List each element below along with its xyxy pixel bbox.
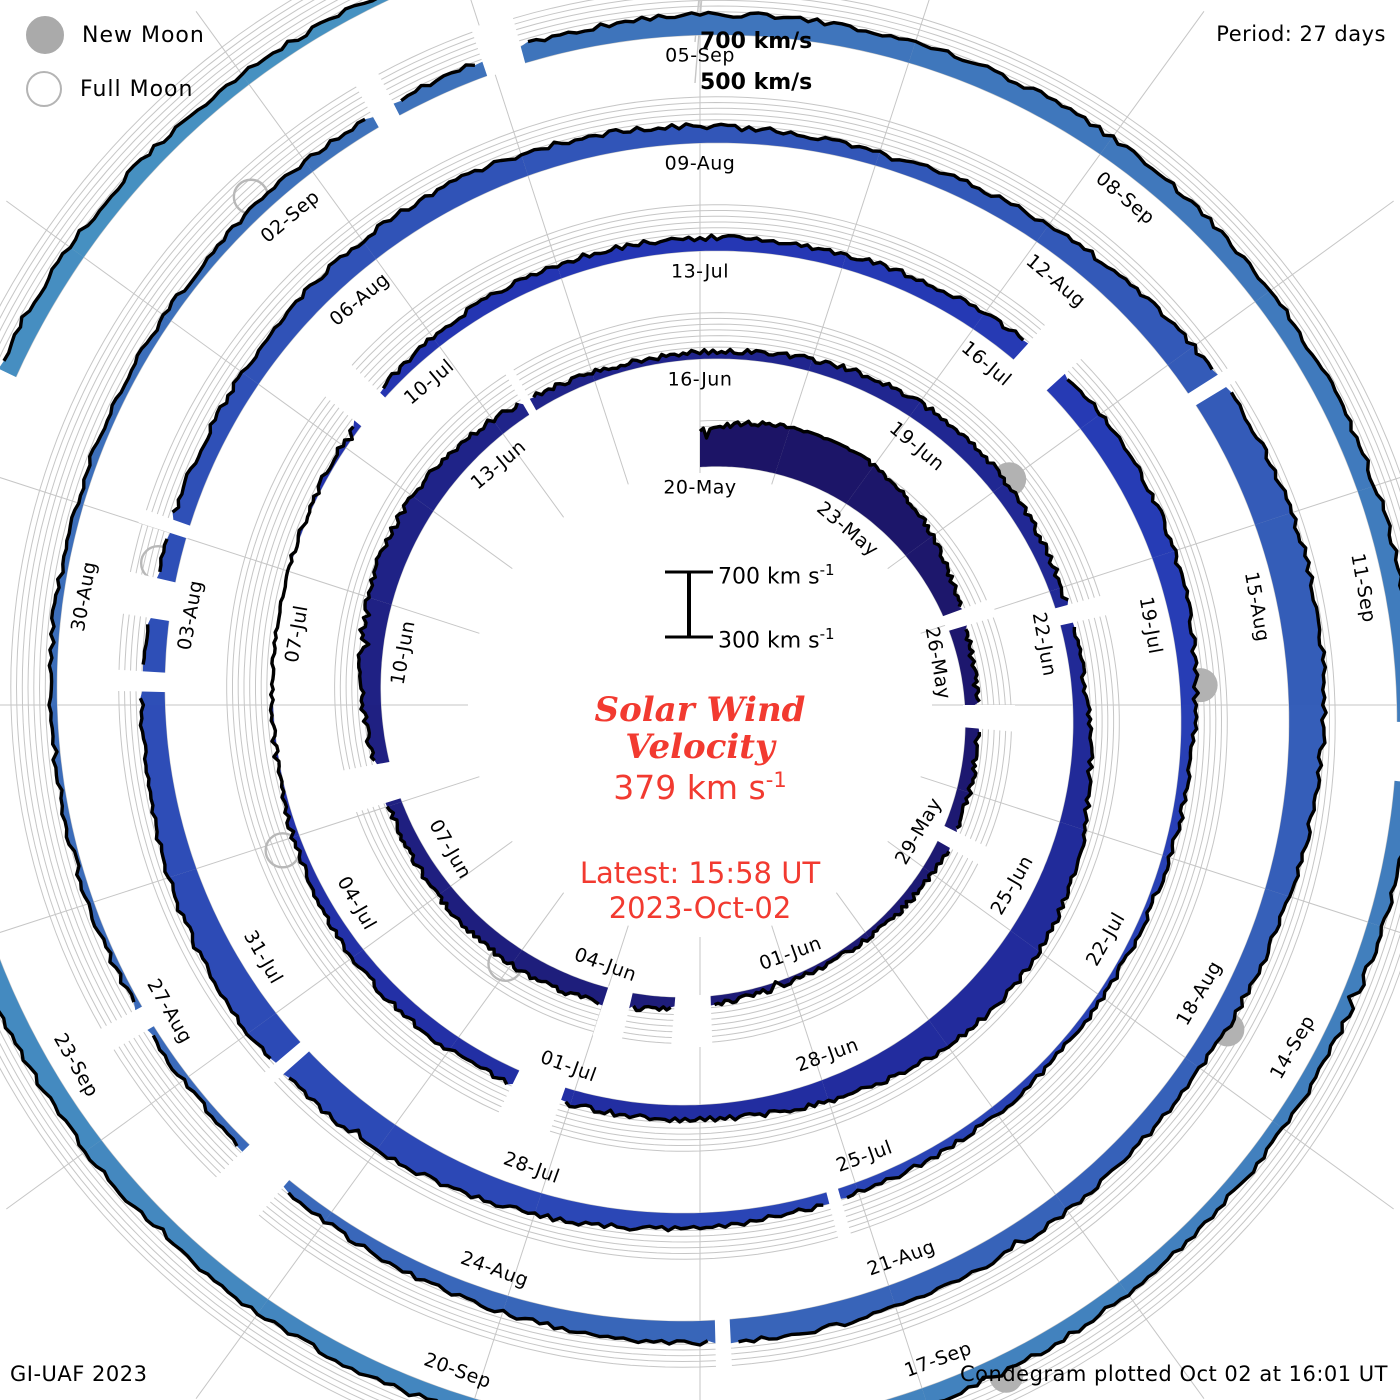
scalebar-high-unit: km s bbox=[767, 564, 820, 590]
axis-label-500: 500 km/s bbox=[700, 70, 813, 95]
ring-date-label: 30-Aug bbox=[67, 560, 101, 633]
latest-date: 2023-Oct-02 bbox=[608, 891, 792, 926]
ring-date-label: 26-May bbox=[921, 625, 955, 701]
ring-date-label: 16-Jun bbox=[668, 369, 733, 391]
legend-item-new-moon: New Moon bbox=[26, 8, 366, 62]
scalebar-label-low: 300 km s-1 bbox=[718, 625, 835, 653]
title-line-1: Solar Wind bbox=[594, 690, 806, 730]
legend-item-full-moon: Full Moon bbox=[26, 62, 366, 116]
ring-date-label: 22-Jun bbox=[1028, 611, 1061, 679]
scalebar-high-exp: -1 bbox=[819, 561, 835, 579]
axis-label-700: 700 km/s bbox=[700, 29, 813, 54]
title-line-2: Velocity bbox=[625, 726, 775, 767]
legend-label-new-moon: New Moon bbox=[82, 22, 205, 48]
scalebar-low-value: 300 bbox=[718, 628, 760, 654]
ring-date-label: 07-Jul bbox=[281, 603, 313, 664]
scalebar-label-high: 700 km s-1 bbox=[718, 561, 835, 589]
ring-date-label: 10-Jun bbox=[387, 619, 420, 687]
current-velocity-exp: -1 bbox=[765, 768, 787, 792]
ring-date-label: 19-Jul bbox=[1135, 595, 1167, 656]
ring-date-label: 20-May bbox=[663, 477, 736, 499]
plotted-timestamp: Condegram plotted Oct 02 at 16:01 UT bbox=[960, 1362, 1388, 1386]
scale-bar bbox=[665, 570, 713, 639]
ring-date-label: 15-Aug bbox=[1240, 570, 1274, 643]
new-moon-icon bbox=[26, 16, 64, 54]
legend-label-full-moon: Full Moon bbox=[80, 76, 194, 102]
credit-label: GI-UAF 2023 bbox=[10, 1362, 148, 1386]
period-label: Period: 27 days bbox=[1216, 22, 1386, 46]
ring-date-label: 11-Sep bbox=[1346, 552, 1380, 625]
moon-phase-legend: New Moon Full Moon bbox=[26, 8, 366, 116]
scalebar-low-unit: km s bbox=[767, 628, 820, 654]
full-moon-icon bbox=[26, 71, 62, 107]
current-velocity-unit: km s bbox=[686, 768, 766, 807]
scalebar-low-exp: -1 bbox=[819, 625, 835, 643]
ring-date-label: 03-Aug bbox=[173, 578, 207, 651]
ring-date-label: 05-Sep bbox=[665, 45, 735, 67]
ring-date-label: 13-Jul bbox=[671, 261, 729, 283]
scalebar-high-value: 700 bbox=[718, 564, 760, 590]
ring-date-label: 09-Aug bbox=[665, 153, 736, 175]
latest-time: Latest: 15:58 UT bbox=[579, 856, 821, 890]
ring-date-label: 28-Jul bbox=[501, 1148, 563, 1189]
current-velocity-readout: 379 km s-1 bbox=[440, 768, 960, 807]
page-title: Solar Wind Velocity bbox=[440, 692, 960, 765]
current-velocity-value: 379 bbox=[613, 768, 677, 807]
ring-date-label: 27-Aug bbox=[142, 975, 196, 1047]
latest-timestamp: Latest: 15:58 UT 2023-Oct-02 bbox=[440, 856, 960, 927]
